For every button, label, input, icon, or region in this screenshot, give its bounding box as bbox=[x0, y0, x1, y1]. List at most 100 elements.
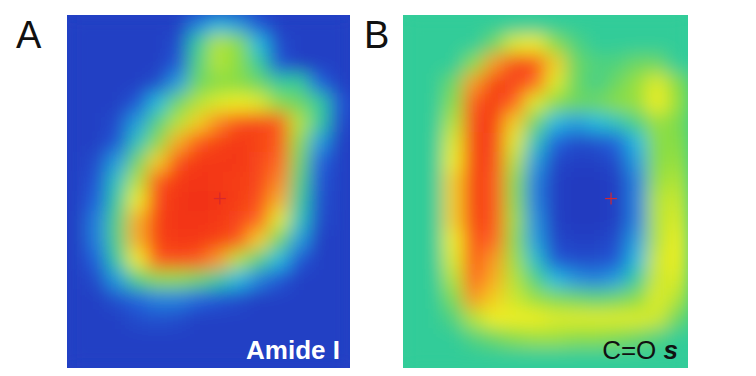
heatmap-cell bbox=[403, 132, 424, 153]
heatmap-cell bbox=[269, 269, 290, 290]
heatmap-cell bbox=[67, 328, 88, 349]
heatmap-cell bbox=[606, 171, 627, 192]
heatmap-cell bbox=[269, 132, 290, 153]
heatmap-cell bbox=[329, 289, 350, 310]
heatmap-cell bbox=[67, 93, 88, 114]
heatmap-cell bbox=[647, 54, 668, 75]
heatmap-cell bbox=[464, 328, 485, 349]
heatmap-cell bbox=[228, 132, 249, 153]
heatmap-cell bbox=[248, 230, 269, 251]
heatmap-cell bbox=[208, 328, 229, 349]
heatmap-cell bbox=[127, 73, 148, 94]
heatmap-cell bbox=[504, 289, 525, 310]
heatmap-cell bbox=[67, 34, 88, 55]
heatmap-cell bbox=[545, 328, 566, 349]
heatmap-cell bbox=[464, 171, 485, 192]
heatmap-cell bbox=[188, 289, 209, 310]
heatmap-cell bbox=[423, 250, 444, 271]
heatmap-cell bbox=[484, 348, 505, 368]
heatmap-cell bbox=[208, 211, 229, 232]
heatmap-cell bbox=[147, 289, 168, 310]
heatmap-cell bbox=[647, 113, 668, 134]
heatmap-cell bbox=[168, 15, 189, 35]
heatmap-cell bbox=[228, 15, 249, 35]
heatmap-cell bbox=[525, 54, 546, 75]
heatmap-cell bbox=[228, 152, 249, 173]
heatmap-cell bbox=[403, 152, 424, 173]
heatmap-cell bbox=[484, 230, 505, 251]
heatmap-cell bbox=[647, 269, 668, 290]
heatmap-cell bbox=[403, 54, 424, 75]
heatmap-cell bbox=[464, 191, 485, 212]
heatmap-cell bbox=[269, 309, 290, 330]
heatmap-cell bbox=[647, 93, 668, 114]
heatmap-cell bbox=[87, 250, 108, 271]
heatmap-cell bbox=[107, 171, 128, 192]
heatmap-cell bbox=[147, 328, 168, 349]
heatmap-cell bbox=[545, 230, 566, 251]
heatmap-cell bbox=[423, 54, 444, 75]
heatmap-cell bbox=[208, 113, 229, 134]
heatmap-cell bbox=[168, 309, 189, 330]
heatmap-cell bbox=[403, 73, 424, 94]
heatmap-cell bbox=[309, 269, 330, 290]
heatmap-cell bbox=[545, 269, 566, 290]
heatmap-cell bbox=[248, 93, 269, 114]
heatmap-cell bbox=[127, 54, 148, 75]
heatmap-cell bbox=[168, 328, 189, 349]
heatmap-cell bbox=[464, 230, 485, 251]
heatmap-cell bbox=[504, 171, 525, 192]
heatmap-cell bbox=[525, 309, 546, 330]
heatmap-cell bbox=[147, 309, 168, 330]
heatmap-cell bbox=[329, 309, 350, 330]
heatmap-cell bbox=[107, 132, 128, 153]
heatmap-cell bbox=[626, 113, 647, 134]
heatmap-cell bbox=[626, 73, 647, 94]
heatmap-cell bbox=[168, 34, 189, 55]
heatmap-cell bbox=[504, 113, 525, 134]
heatmap-cell bbox=[586, 113, 607, 134]
heatmap-cell bbox=[606, 309, 627, 330]
cells bbox=[67, 15, 350, 368]
heatmap-cell bbox=[443, 152, 464, 173]
heatmap-cell bbox=[208, 34, 229, 55]
heatmap-cell bbox=[484, 289, 505, 310]
heatmap-cell bbox=[403, 309, 424, 330]
heatmap-cell bbox=[67, 73, 88, 94]
heatmap-cell bbox=[504, 73, 525, 94]
heatmap-cell bbox=[127, 211, 148, 232]
heatmap-cell bbox=[667, 289, 688, 310]
heatmap-cell bbox=[289, 34, 310, 55]
heatmap-cell bbox=[606, 15, 627, 35]
heatmap-cell bbox=[107, 34, 128, 55]
heatmap-cell bbox=[606, 289, 627, 310]
heatmap-cell bbox=[606, 132, 627, 153]
heatmap-cell bbox=[423, 269, 444, 290]
heatmap-cell bbox=[443, 191, 464, 212]
heatmap-cell bbox=[667, 250, 688, 271]
heatmap-cell bbox=[545, 132, 566, 153]
heatmap-cell bbox=[423, 93, 444, 114]
heatmap-cell bbox=[443, 54, 464, 75]
heatmap-cell bbox=[87, 289, 108, 310]
heatmap-cell bbox=[545, 309, 566, 330]
heatmap-cell bbox=[545, 211, 566, 232]
heatmap-cell bbox=[565, 73, 586, 94]
heatmap-cell bbox=[443, 348, 464, 368]
heatmap-cell bbox=[107, 113, 128, 134]
heatmap-cell bbox=[309, 93, 330, 114]
heatmap-cell bbox=[606, 54, 627, 75]
heatmap-cell bbox=[504, 269, 525, 290]
heatmap-cell bbox=[188, 15, 209, 35]
heatmap-cell bbox=[423, 309, 444, 330]
heatmap-cell bbox=[127, 132, 148, 153]
heatmap-cell bbox=[525, 191, 546, 212]
heatmap-cell bbox=[606, 211, 627, 232]
heatmap-cell bbox=[667, 152, 688, 173]
panel-title: C=O s bbox=[602, 335, 678, 365]
heatmap-cell bbox=[147, 250, 168, 271]
heatmap-cell bbox=[606, 73, 627, 94]
heatmap-cell bbox=[647, 230, 668, 251]
heatmap-cell bbox=[289, 230, 310, 251]
heatmap-cell bbox=[504, 230, 525, 251]
